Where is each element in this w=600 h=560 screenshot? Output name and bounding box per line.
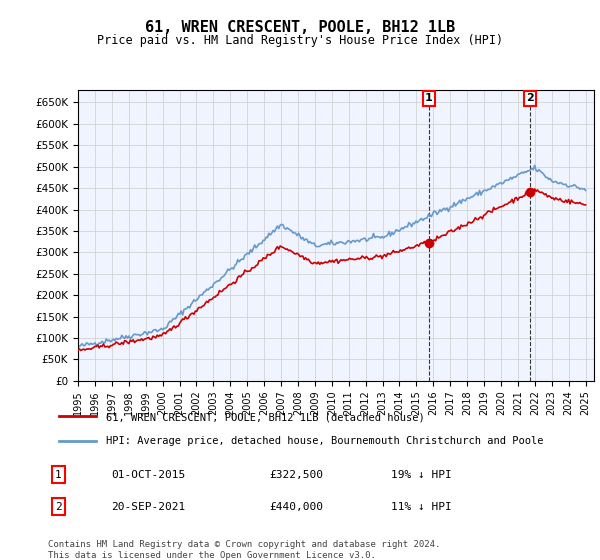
Text: Price paid vs. HM Land Registry's House Price Index (HPI): Price paid vs. HM Land Registry's House … bbox=[97, 34, 503, 46]
Text: 1: 1 bbox=[55, 470, 62, 479]
Text: 20-SEP-2021: 20-SEP-2021 bbox=[112, 502, 185, 512]
Text: 11% ↓ HPI: 11% ↓ HPI bbox=[391, 502, 452, 512]
Text: HPI: Average price, detached house, Bournemouth Christchurch and Poole: HPI: Average price, detached house, Bour… bbox=[106, 436, 544, 446]
Text: 61, WREN CRESCENT, POOLE, BH12 1LB: 61, WREN CRESCENT, POOLE, BH12 1LB bbox=[145, 20, 455, 35]
Text: 19% ↓ HPI: 19% ↓ HPI bbox=[391, 470, 452, 479]
Text: 2: 2 bbox=[55, 502, 62, 512]
Text: £322,500: £322,500 bbox=[270, 470, 324, 479]
Text: 61, WREN CRESCENT, POOLE, BH12 1LB (detached house): 61, WREN CRESCENT, POOLE, BH12 1LB (deta… bbox=[106, 412, 425, 422]
Text: £440,000: £440,000 bbox=[270, 502, 324, 512]
Text: 1: 1 bbox=[425, 94, 433, 104]
Text: 01-OCT-2015: 01-OCT-2015 bbox=[112, 470, 185, 479]
Text: Contains HM Land Registry data © Crown copyright and database right 2024.
This d: Contains HM Land Registry data © Crown c… bbox=[48, 540, 440, 560]
Text: 2: 2 bbox=[526, 94, 534, 104]
